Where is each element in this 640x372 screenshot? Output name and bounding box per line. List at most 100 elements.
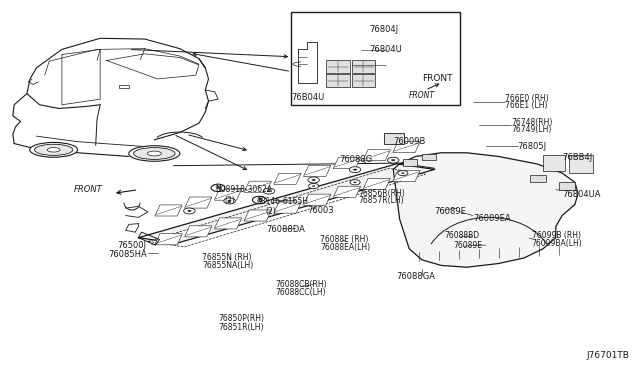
- Text: 76088CC(LH): 76088CC(LH): [275, 288, 326, 297]
- Polygon shape: [393, 170, 420, 182]
- Text: 76500J: 76500J: [117, 241, 147, 250]
- Ellipse shape: [308, 177, 319, 183]
- Polygon shape: [214, 218, 242, 229]
- Bar: [559, 182, 575, 190]
- Ellipse shape: [388, 157, 399, 163]
- Polygon shape: [214, 189, 242, 200]
- Text: 76805J: 76805J: [518, 142, 547, 151]
- Text: 76088G: 76088G: [339, 154, 372, 164]
- Polygon shape: [244, 210, 271, 221]
- Text: (2): (2): [266, 206, 276, 216]
- Text: 76B04U: 76B04U: [291, 93, 324, 102]
- Bar: [403, 159, 417, 166]
- Text: 76085HA: 76085HA: [108, 250, 147, 259]
- Text: 76088GA: 76088GA: [396, 272, 435, 281]
- Ellipse shape: [29, 142, 77, 157]
- Ellipse shape: [401, 172, 404, 174]
- Bar: [422, 154, 436, 160]
- Text: 76088E (RH): 76088E (RH): [320, 235, 369, 244]
- Bar: [119, 85, 129, 88]
- Text: 76089E: 76089E: [454, 241, 483, 250]
- Polygon shape: [155, 205, 182, 216]
- Polygon shape: [138, 164, 435, 243]
- Ellipse shape: [392, 159, 395, 161]
- Ellipse shape: [35, 144, 73, 155]
- Polygon shape: [274, 202, 301, 213]
- Text: 76855NA(LH): 76855NA(LH): [202, 261, 253, 270]
- Text: 766E0 (RH): 766E0 (RH): [505, 94, 548, 103]
- Polygon shape: [393, 142, 420, 153]
- Polygon shape: [184, 197, 212, 208]
- Polygon shape: [303, 194, 331, 205]
- Text: 76009B: 76009B: [394, 137, 426, 146]
- Ellipse shape: [129, 146, 180, 161]
- Ellipse shape: [308, 183, 319, 189]
- Text: N: N: [215, 185, 221, 190]
- Polygon shape: [363, 150, 390, 161]
- Ellipse shape: [353, 182, 356, 183]
- Bar: [352, 74, 376, 87]
- Polygon shape: [184, 226, 212, 237]
- Bar: [568, 155, 593, 173]
- Text: 08146-6165H: 08146-6165H: [256, 197, 308, 206]
- Text: 76088BD: 76088BD: [444, 231, 479, 240]
- Text: 76088CB(RH): 76088CB(RH): [275, 280, 327, 289]
- Text: 76857R(LH): 76857R(LH): [358, 196, 404, 205]
- Bar: [384, 133, 404, 144]
- Ellipse shape: [267, 190, 271, 192]
- Text: 76003: 76003: [307, 206, 334, 215]
- Ellipse shape: [134, 148, 175, 160]
- Ellipse shape: [312, 185, 316, 187]
- Ellipse shape: [252, 196, 266, 204]
- Text: 76748(RH): 76748(RH): [511, 118, 552, 127]
- Bar: [531, 175, 546, 182]
- Text: 76850P(RH): 76850P(RH): [218, 314, 264, 323]
- Ellipse shape: [47, 148, 60, 152]
- Text: 76089EA: 76089EA: [473, 214, 511, 222]
- Polygon shape: [394, 153, 578, 267]
- Text: 76856R(RH): 76856R(RH): [358, 189, 405, 198]
- Text: 766E1 (LH): 766E1 (LH): [505, 101, 547, 110]
- Polygon shape: [363, 178, 390, 189]
- Ellipse shape: [353, 169, 357, 171]
- Text: 76099B (RH): 76099B (RH): [532, 231, 580, 240]
- Polygon shape: [274, 173, 301, 185]
- Text: 76804U: 76804U: [370, 45, 403, 54]
- Text: 76804J: 76804J: [370, 25, 399, 33]
- Text: J76701TB: J76701TB: [586, 350, 629, 359]
- Ellipse shape: [184, 208, 195, 214]
- Bar: [291, 13, 460, 105]
- Text: FRONT: FRONT: [409, 91, 435, 100]
- Polygon shape: [244, 181, 271, 192]
- Ellipse shape: [349, 167, 361, 173]
- Text: 76088DA: 76088DA: [266, 225, 305, 234]
- Polygon shape: [333, 157, 361, 169]
- Text: 76088EA(LH): 76088EA(LH): [320, 243, 370, 252]
- Text: 76804UA: 76804UA: [562, 190, 601, 199]
- Text: B: B: [257, 198, 262, 202]
- Ellipse shape: [188, 210, 191, 212]
- Text: 76BB4J: 76BB4J: [562, 153, 593, 162]
- Ellipse shape: [224, 198, 236, 204]
- Bar: [352, 60, 376, 73]
- Text: 76851R(LH): 76851R(LH): [218, 323, 264, 331]
- Polygon shape: [303, 165, 331, 176]
- Bar: [543, 155, 565, 171]
- Polygon shape: [155, 234, 182, 245]
- Text: FRONT: FRONT: [74, 185, 102, 194]
- Ellipse shape: [397, 170, 408, 176]
- Ellipse shape: [263, 188, 275, 194]
- Text: (2): (2): [225, 196, 235, 205]
- Text: 76099BA(LH): 76099BA(LH): [532, 239, 582, 248]
- Text: N08918-3062A: N08918-3062A: [215, 185, 272, 194]
- Text: FRONT: FRONT: [422, 74, 452, 83]
- Text: 76749(LH): 76749(LH): [511, 125, 552, 134]
- Bar: [326, 60, 350, 73]
- Ellipse shape: [312, 179, 316, 181]
- Polygon shape: [333, 186, 361, 197]
- Text: 76855N (RH): 76855N (RH): [202, 253, 252, 263]
- Ellipse shape: [350, 180, 360, 185]
- Ellipse shape: [147, 151, 161, 156]
- Ellipse shape: [211, 184, 225, 192]
- Bar: [326, 74, 350, 87]
